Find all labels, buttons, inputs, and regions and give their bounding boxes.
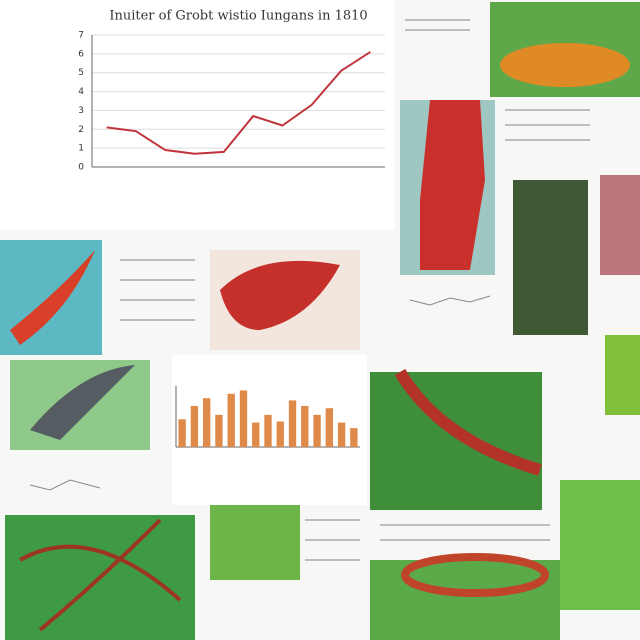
y-tick-label: 7 xyxy=(78,31,84,41)
bar xyxy=(301,405,309,447)
image xyxy=(19,518,182,632)
image xyxy=(394,368,542,476)
bar xyxy=(350,428,358,447)
bar xyxy=(227,393,235,447)
bar xyxy=(337,422,346,447)
bar xyxy=(239,390,248,447)
image xyxy=(370,372,542,510)
image xyxy=(513,180,588,335)
image xyxy=(210,505,300,580)
bar xyxy=(288,400,297,447)
image xyxy=(420,100,485,270)
line xyxy=(106,51,371,155)
image xyxy=(401,553,549,597)
documents xyxy=(29,19,590,561)
bar xyxy=(190,405,199,447)
y-tick-label: 4 xyxy=(78,87,84,97)
image xyxy=(500,43,630,87)
bar xyxy=(313,414,321,447)
image xyxy=(605,335,640,415)
image xyxy=(370,560,560,640)
y-tick-label: 3 xyxy=(78,106,84,116)
y-tick-label: 2 xyxy=(78,125,84,135)
y-tick-label: 6 xyxy=(78,49,84,59)
y-tick-label: 5 xyxy=(78,68,84,78)
y-tick-label: 1 xyxy=(78,144,84,154)
bar xyxy=(202,398,211,447)
chart-background xyxy=(0,0,395,230)
image xyxy=(30,365,135,440)
image xyxy=(220,260,340,330)
y-tick-label: 0 xyxy=(78,163,84,173)
bar xyxy=(215,414,223,447)
chart-title: Inuiter of Grobt wistio Iungans in 1810 xyxy=(109,9,367,24)
image xyxy=(10,250,95,345)
bar xyxy=(276,421,284,447)
bar xyxy=(264,414,272,447)
bar xyxy=(178,419,186,447)
bar xyxy=(252,422,260,447)
bar xyxy=(325,408,334,447)
image xyxy=(560,480,640,610)
image xyxy=(600,175,640,275)
